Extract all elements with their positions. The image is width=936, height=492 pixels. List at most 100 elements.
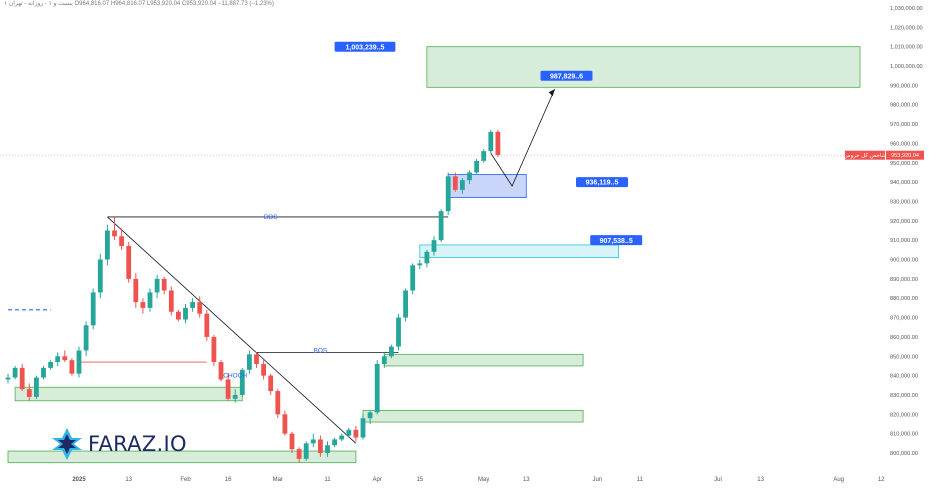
y-tick-label: 840,000.00 — [890, 374, 918, 380]
candle-body — [261, 364, 266, 376]
candle — [34, 375, 39, 399]
demand-zone-1 — [383, 353, 584, 367]
x-tick-label: 13 — [523, 477, 530, 483]
candle — [161, 276, 167, 295]
candle — [119, 228, 124, 250]
candle-body — [332, 439, 337, 446]
x-tick-label: 11 — [324, 477, 331, 483]
candle — [275, 389, 281, 419]
candle-body — [254, 354, 259, 364]
y-tick-label: 1,030,000.00 — [890, 6, 923, 12]
candle-body — [55, 356, 61, 363]
x-tick-label: 13 — [757, 477, 764, 483]
candle — [133, 273, 139, 308]
y-tick-label: 810,000.00 — [890, 432, 918, 438]
candle — [360, 414, 366, 440]
candle — [261, 360, 266, 380]
ohlc-header: ۱ بیست و ۱ - روزانه - تهران O964,816.07 … — [4, 1, 274, 7]
candle — [254, 352, 259, 368]
logo-text: FARAZ.IO — [88, 432, 187, 456]
price-label-text: 1,003,239..5 — [346, 44, 385, 51]
demand-zone-4 — [7, 450, 357, 464]
faraz-logo: FARAZ.IO — [52, 428, 187, 460]
price-label-box — [334, 41, 396, 52]
y-tick-label: 890,000.00 — [890, 277, 918, 283]
y-tick-label: 980,000.00 — [890, 103, 918, 109]
demand-zone-3 — [14, 386, 243, 402]
candle-body — [232, 394, 238, 399]
candle — [218, 360, 224, 382]
candle-body — [467, 172, 472, 181]
candle — [289, 431, 295, 453]
candle-body — [481, 151, 487, 161]
candle — [403, 288, 408, 322]
candle — [55, 352, 61, 366]
price-label-text: 907,538..5 — [600, 238, 633, 245]
candle-body — [48, 362, 53, 368]
candle — [239, 367, 245, 397]
x-tick-label: Feb — [180, 477, 191, 483]
y-tick-label: 880,000.00 — [890, 296, 918, 302]
candle-body — [460, 180, 465, 190]
candle-body — [90, 292, 96, 326]
candle — [282, 410, 288, 436]
x-tick-label: Jun — [592, 477, 602, 483]
candle-body — [431, 240, 437, 252]
x-tick-label: 16 — [225, 477, 232, 483]
candle — [76, 346, 82, 378]
candle — [325, 441, 330, 457]
y-tick-label: 850,000.00 — [890, 354, 918, 360]
y-tick-label: 940,000.00 — [890, 180, 918, 186]
candle — [183, 304, 188, 324]
candle — [339, 433, 345, 442]
price-tag-box — [886, 150, 924, 160]
candle — [310, 433, 316, 448]
candle — [225, 373, 231, 401]
candle-body — [62, 356, 68, 361]
price-label-text: 936,119..5 — [586, 180, 619, 187]
x-tick-label: Apr — [373, 477, 382, 483]
candle-body — [197, 302, 203, 314]
candle-body — [282, 414, 288, 434]
y-tick-label: 900,000.00 — [890, 258, 918, 264]
x-tick-label: Jul — [714, 477, 722, 483]
x-tick-label: Mar — [273, 477, 283, 483]
price-label: 1,003,239..5 — [334, 41, 396, 52]
annotation-label: BOS — [314, 347, 328, 354]
candle — [204, 309, 210, 341]
y-tick-label: 870,000.00 — [890, 316, 918, 322]
x-tick-label: 15 — [416, 477, 423, 483]
candle — [90, 288, 96, 330]
candle — [467, 170, 472, 185]
y-tick-label: 920,000.00 — [890, 219, 918, 225]
candle — [126, 242, 132, 283]
candle-body — [360, 418, 366, 438]
candle-body — [325, 445, 330, 453]
candle-body — [239, 369, 245, 395]
candle-body — [346, 429, 352, 436]
candle — [353, 425, 359, 442]
candle — [247, 350, 252, 374]
candle-body — [140, 302, 146, 308]
candle — [481, 149, 487, 163]
candle-body — [268, 375, 274, 392]
candle-body — [310, 439, 316, 444]
y-tick-label: 960,000.00 — [890, 141, 918, 147]
demand-zone-2 — [362, 410, 584, 423]
candle-body — [211, 336, 217, 363]
candle-body — [5, 377, 11, 380]
candle — [296, 447, 302, 463]
candle-body — [438, 211, 444, 241]
candle-body — [374, 364, 380, 413]
candle — [410, 263, 416, 295]
candle — [396, 313, 401, 351]
candle-body — [396, 317, 401, 347]
annotation-label: BOS — [264, 214, 278, 221]
y-tick-label: 930,000.00 — [890, 199, 918, 205]
candle — [381, 352, 387, 368]
candle — [190, 298, 195, 312]
last-price-tag: شاخص کل خروس 953,920.04 — [844, 150, 924, 160]
x-tick-label: 13 — [125, 477, 132, 483]
